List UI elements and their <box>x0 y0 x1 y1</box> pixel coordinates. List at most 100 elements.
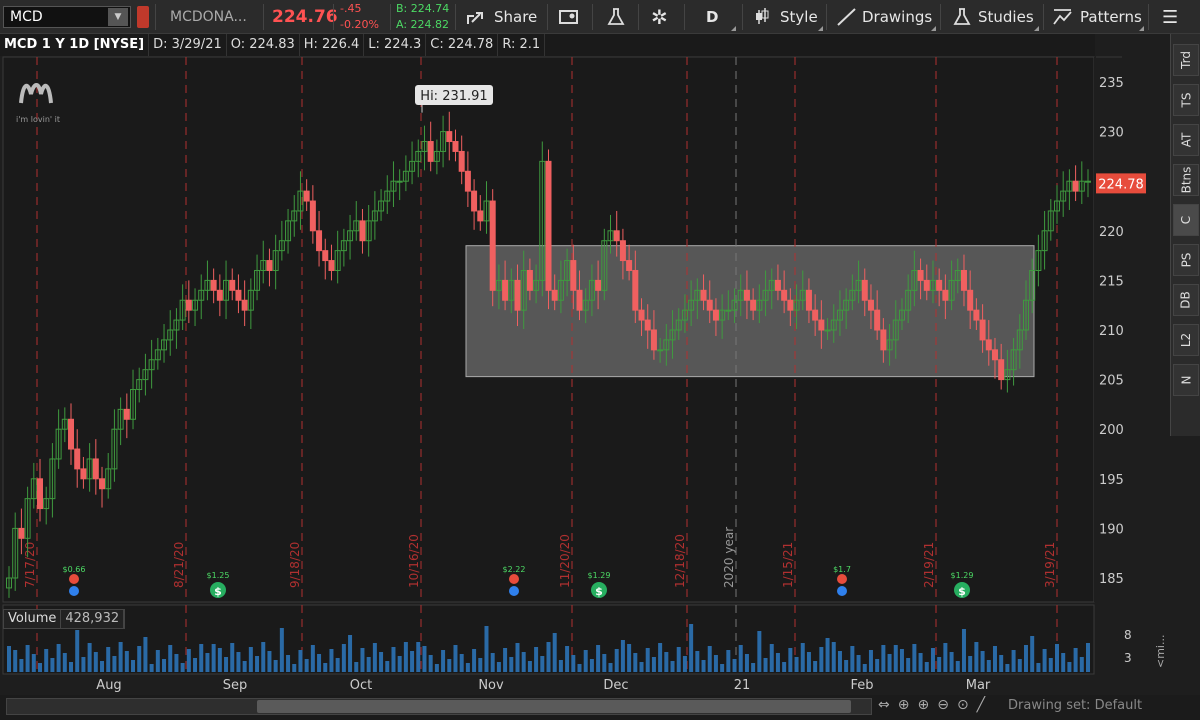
volume-bar <box>794 657 799 672</box>
drawing-pencil-icon[interactable]: ╱ <box>976 697 986 713</box>
candle-body <box>830 319 837 331</box>
dividend-marker[interactable]: $1.7 <box>833 565 851 596</box>
sidebar-tab-n[interactable]: N <box>1173 364 1199 396</box>
candle <box>991 337 998 379</box>
volume-bar <box>292 664 297 672</box>
volume-bar <box>558 660 563 672</box>
dividend-marker[interactable]: $1.29 $ <box>588 571 611 598</box>
volume-bar <box>124 651 129 672</box>
candle-body <box>1085 180 1091 183</box>
candle-body <box>49 458 56 500</box>
share-button[interactable]: Share <box>466 0 537 34</box>
aggregation-period-selector[interactable]: D <box>706 8 719 26</box>
menu-button[interactable]: ☰ <box>1162 0 1178 34</box>
volume-bar <box>391 647 396 672</box>
candle-body <box>458 150 465 172</box>
crosshair-icon[interactable]: ⊕ <box>897 697 910 713</box>
candle-body <box>805 289 812 311</box>
dividend-marker[interactable]: $0.66 <box>63 565 86 596</box>
candle <box>161 324 168 363</box>
patterns-button[interactable]: Patterns <box>1052 0 1142 34</box>
volume-bar <box>627 644 632 672</box>
flask-button[interactable] <box>606 0 626 34</box>
symbol-link-flag[interactable] <box>137 6 149 28</box>
volume-bar <box>707 646 712 672</box>
candle <box>384 175 391 214</box>
sidebar-tab-ts[interactable]: TS <box>1173 84 1199 116</box>
candle <box>818 300 825 349</box>
autofit-button[interactable] <box>1096 56 1122 58</box>
style-button[interactable]: Style <box>754 0 818 34</box>
volume-bar <box>1005 664 1010 672</box>
candle <box>725 290 732 321</box>
candle-body <box>415 150 422 162</box>
candle <box>495 264 502 310</box>
zoom-reset-icon[interactable]: ⊙ <box>956 697 969 713</box>
volume-bar <box>1061 653 1066 672</box>
sidebar-tab-ps[interactable]: PS <box>1173 244 1199 276</box>
dividend-marker[interactable]: $2.22 <box>503 565 526 596</box>
candle <box>712 298 719 336</box>
candlestick-icon <box>756 8 769 24</box>
candle <box>136 367 143 403</box>
candle <box>229 268 236 301</box>
candle-body <box>1072 180 1079 192</box>
gear-button[interactable]: ✲ <box>651 0 668 34</box>
volume-bar <box>1011 650 1016 672</box>
sidebar-tab-c[interactable]: C <box>1173 204 1199 236</box>
zoom-in-icon[interactable]: ⊕ <box>917 697 930 713</box>
candle-body <box>582 299 589 311</box>
drawings-button[interactable]: Drawings <box>836 0 932 34</box>
volume-bar <box>837 651 842 672</box>
candle <box>235 274 242 314</box>
candle-body <box>198 289 205 301</box>
drawing-set-label[interactable]: Drawing set: Default <box>1008 698 1143 713</box>
candle <box>378 189 385 221</box>
candle-body <box>495 279 502 291</box>
time-scrollbar[interactable] <box>6 698 872 715</box>
candle-body <box>378 200 385 212</box>
volume-bar <box>738 645 743 672</box>
candle <box>787 288 794 327</box>
sidebar-tab-l2[interactable]: L2 <box>1173 324 1199 356</box>
studies-button[interactable]: Studies <box>952 0 1034 34</box>
sidebar-tab-at[interactable]: AT <box>1173 124 1199 156</box>
candle <box>917 258 924 300</box>
candle-body <box>235 289 242 301</box>
pan-icon[interactable]: ⇔ <box>878 697 890 713</box>
volume-bar <box>478 658 483 672</box>
price-chart[interactable]: 7/17/20 8/21/20 9/18/20 10/16/20 11/20/20 12/… <box>0 56 1200 720</box>
sidebar-tab-db[interactable]: DB <box>1173 284 1199 316</box>
last-price: 224.76 <box>272 7 338 27</box>
dividend-marker[interactable]: $1.25 $ <box>207 571 230 598</box>
volume-bar <box>50 658 55 672</box>
volume-bar <box>503 648 508 672</box>
dividend-label: $2.22 <box>503 565 526 574</box>
sidebar-tab-trd[interactable]: Trd <box>1173 44 1199 76</box>
candle-body <box>874 309 881 331</box>
candle-body <box>427 141 434 162</box>
candle <box>142 353 149 396</box>
candle-body <box>781 289 788 301</box>
zoom-out-icon[interactable]: ⊖ <box>937 697 949 713</box>
volume-bar <box>180 663 185 672</box>
volume-bar <box>831 642 836 672</box>
symbol-dropdown-icon[interactable]: ▼ <box>108 8 128 26</box>
volume-bar <box>850 646 855 672</box>
volume-bar <box>38 663 43 672</box>
chart-settings-button[interactable] <box>558 0 580 34</box>
volume-bar <box>279 628 284 672</box>
volume-bar <box>335 658 340 672</box>
volume-bar <box>955 661 960 672</box>
candle-body <box>297 190 304 212</box>
symbol-input[interactable]: MCD <box>3 6 131 28</box>
volume-bar <box>267 651 272 672</box>
volume-bar <box>211 644 216 672</box>
patterns-icon <box>1053 9 1072 25</box>
sidebar-tab-btns[interactable]: Btns <box>1173 164 1199 196</box>
candle-body <box>886 339 893 351</box>
scrollbar-thumb[interactable] <box>257 700 851 713</box>
dividend-marker[interactable]: $1.29 $ <box>951 571 974 598</box>
candle <box>353 201 360 241</box>
candle <box>359 208 366 254</box>
